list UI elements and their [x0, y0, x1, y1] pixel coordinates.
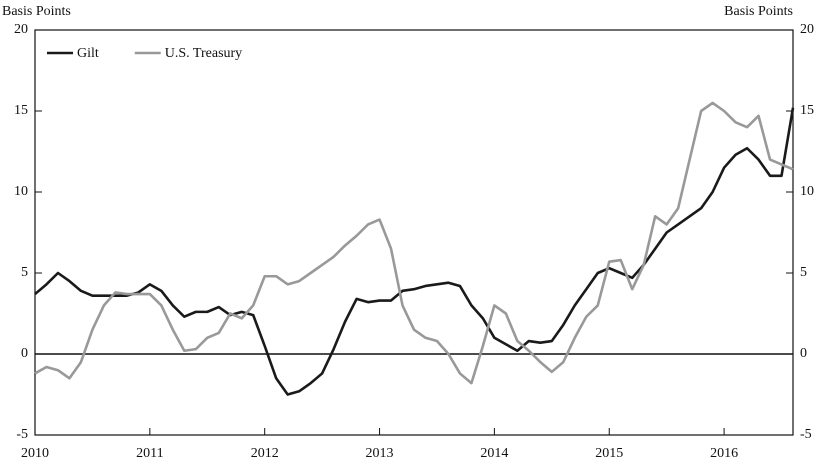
y2-tick-label: 20 [800, 22, 814, 37]
y-axis-title: Basis Points [2, 4, 71, 19]
y-tick-label: 10 [14, 184, 28, 199]
x-tick-label: 2013 [366, 446, 394, 461]
y2-axis-title: Basis Points [724, 4, 793, 19]
x-tick-label: 2015 [595, 446, 623, 461]
x-tick-label: 2011 [136, 446, 163, 461]
x-tick-label: 2016 [710, 446, 738, 461]
y-tick-label: 15 [14, 103, 28, 118]
y-tick-label: 5 [21, 265, 28, 280]
plot-frame [34, 29, 794, 436]
y2-tick-label: 10 [800, 184, 814, 199]
y-tick-label: -5 [16, 427, 28, 442]
y-tick-label: 20 [14, 22, 28, 37]
legend-label: U.S. Treasury [165, 46, 242, 61]
y2-tick-label: -5 [800, 427, 812, 442]
y-tick-label: 0 [21, 346, 28, 361]
y2-tick-label: 5 [800, 265, 807, 280]
y2-tick-label: 15 [800, 103, 814, 118]
x-tick-label: 2012 [251, 446, 279, 461]
series-line [34, 107, 795, 396]
y2-tick-label: 0 [800, 346, 807, 361]
x-tick-label: 2014 [480, 446, 508, 461]
x-tick-label: 2010 [21, 446, 49, 461]
series-line [34, 101, 794, 385]
legend-label: Gilt [77, 46, 99, 61]
